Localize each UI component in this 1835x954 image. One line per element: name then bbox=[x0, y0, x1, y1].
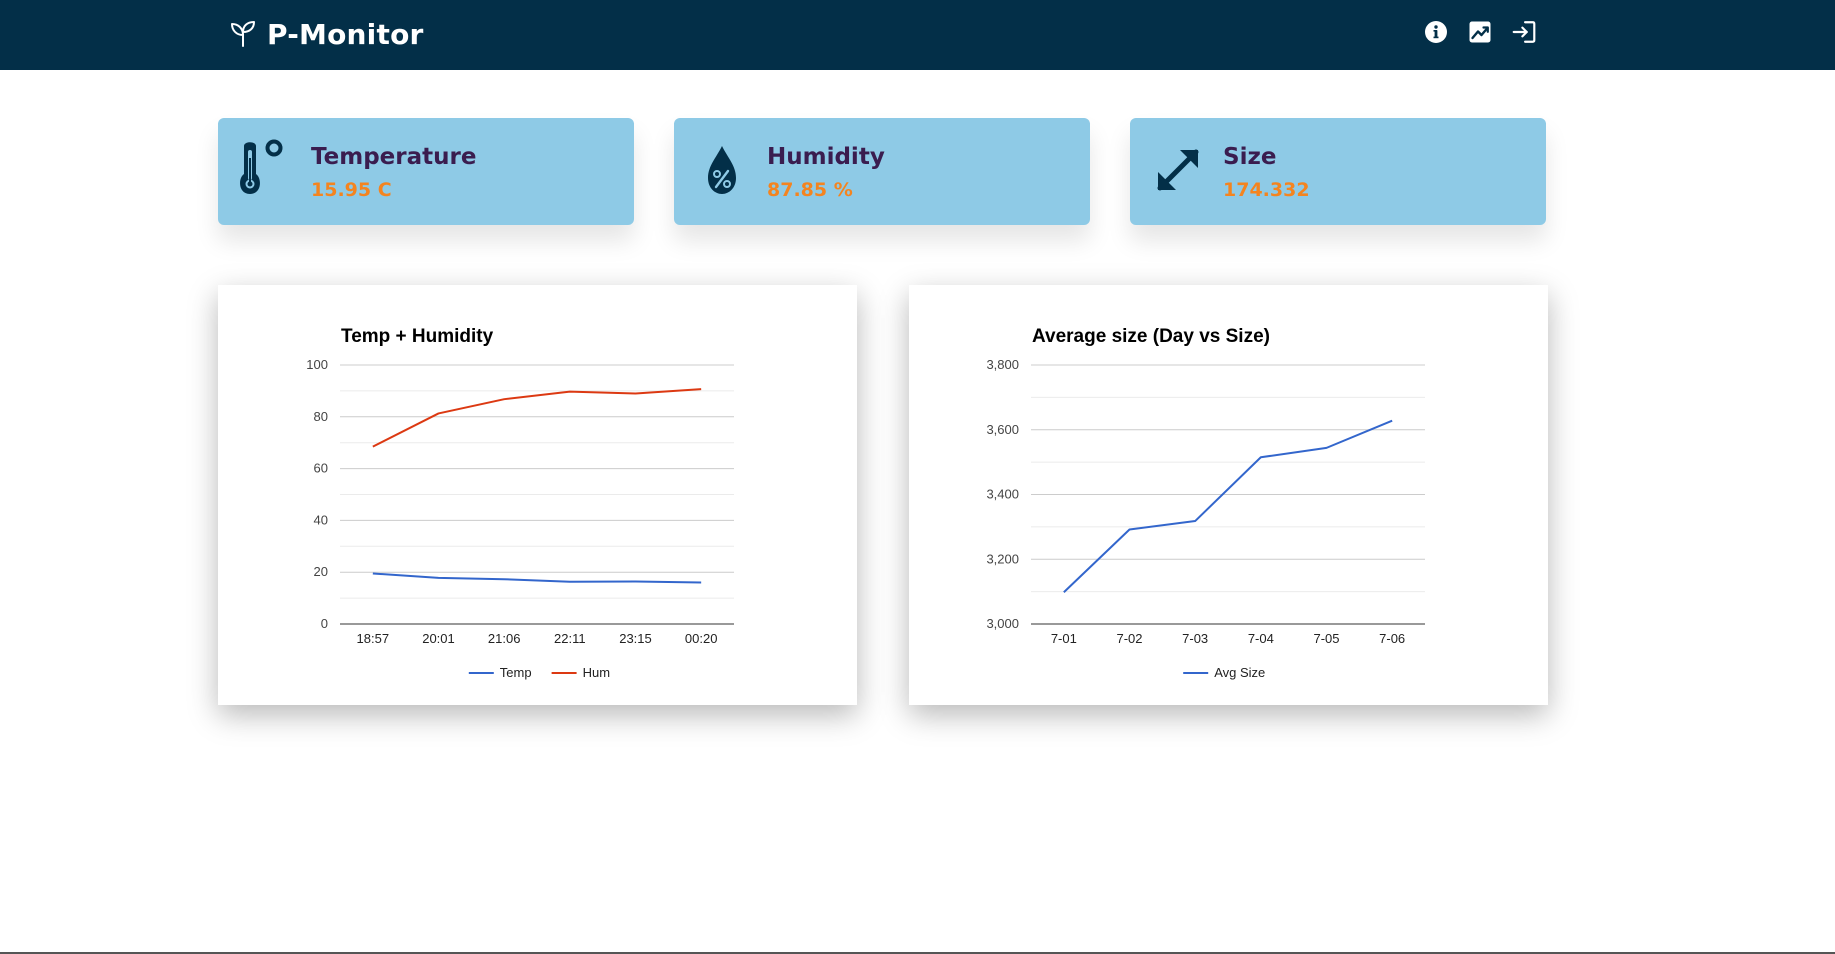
x-tick-label: 7-06 bbox=[1379, 631, 1405, 646]
x-tick-label: 22:11 bbox=[554, 631, 586, 646]
chart-title: Average size (Day vs Size) bbox=[1032, 326, 1270, 347]
humidity-title: Humidity bbox=[767, 144, 885, 170]
legend-label: Temp bbox=[500, 665, 532, 680]
series-line-hum bbox=[372, 388, 702, 448]
sprout-icon bbox=[231, 21, 255, 47]
y-tick-label: 3,800 bbox=[986, 357, 1019, 372]
brand[interactable]: P-Monitor bbox=[227, 14, 424, 54]
x-tick-label: 20:01 bbox=[422, 631, 455, 646]
series-line-avg-size bbox=[1063, 419, 1393, 593]
humidity-value: 87.85 % bbox=[767, 179, 853, 201]
temp-humidity-chart: Temp + Humidity 0 20 40 60 80 100 18:57 20:01 21:… bbox=[306, 326, 734, 680]
y-tick-label: 3,000 bbox=[986, 616, 1019, 631]
humidity-card: Humidity 87.85 % bbox=[674, 118, 1090, 225]
legend-label: Hum bbox=[583, 665, 610, 680]
bottom-divider bbox=[0, 952, 1835, 954]
info-icon[interactable] bbox=[1422, 17, 1450, 47]
x-tick-label: 7-01 bbox=[1051, 631, 1077, 646]
resize-arrow-icon bbox=[1157, 149, 1199, 191]
y-tick-label: 80 bbox=[314, 409, 328, 424]
top-navbar: P-Monitor bbox=[0, 0, 1835, 70]
nav-icons bbox=[1422, 17, 1538, 47]
y-tick-label: 40 bbox=[314, 512, 328, 527]
y-tick-label: 0 bbox=[321, 616, 328, 631]
x-tick-label: 7-03 bbox=[1182, 631, 1208, 646]
average-size-chart: Average size (Day vs Size) 3,000 3,200 3,40… bbox=[986, 326, 1425, 680]
x-tick-label: 23:15 bbox=[619, 631, 652, 646]
chart-icon[interactable] bbox=[1466, 17, 1494, 47]
size-card: Size 174.332 bbox=[1130, 118, 1546, 225]
y-tick-label: 3,400 bbox=[986, 487, 1019, 502]
y-tick-label: 3,600 bbox=[986, 422, 1019, 437]
y-tick-label: 100 bbox=[306, 357, 328, 372]
temperature-value: 15.95 C bbox=[311, 179, 392, 201]
size-value: 174.332 bbox=[1223, 179, 1310, 201]
series-line-temp bbox=[372, 572, 702, 584]
thermometer-icon bbox=[240, 139, 283, 194]
size-title: Size bbox=[1223, 144, 1277, 170]
temp-humidity-chart-panel: Temp + Humidity 0 20 40 60 80 100 18:57 20:01 21:… bbox=[218, 285, 857, 705]
temperature-card: Temperature 15.95 C bbox=[218, 118, 634, 225]
legend-label: Avg Size bbox=[1214, 665, 1265, 680]
y-tick-label: 3,200 bbox=[986, 551, 1019, 566]
x-tick-label: 7-05 bbox=[1313, 631, 1339, 646]
chart-title: Temp + Humidity bbox=[341, 326, 494, 347]
average-size-chart-panel: Average size (Day vs Size) 3,000 3,200 3,40… bbox=[909, 285, 1548, 705]
y-tick-label: 20 bbox=[314, 564, 328, 579]
x-tick-label: 7-02 bbox=[1116, 631, 1142, 646]
sign-in-icon[interactable] bbox=[1510, 17, 1538, 47]
x-tick-label: 00:20 bbox=[685, 631, 718, 646]
humidity-drop-icon bbox=[708, 146, 736, 194]
temperature-title: Temperature bbox=[311, 144, 477, 170]
y-tick-label: 60 bbox=[314, 461, 328, 476]
x-tick-label: 7-04 bbox=[1248, 631, 1274, 646]
x-tick-label: 18:57 bbox=[357, 631, 390, 646]
x-tick-label: 21:06 bbox=[488, 631, 521, 646]
app-title: P-Monitor bbox=[267, 17, 424, 51]
